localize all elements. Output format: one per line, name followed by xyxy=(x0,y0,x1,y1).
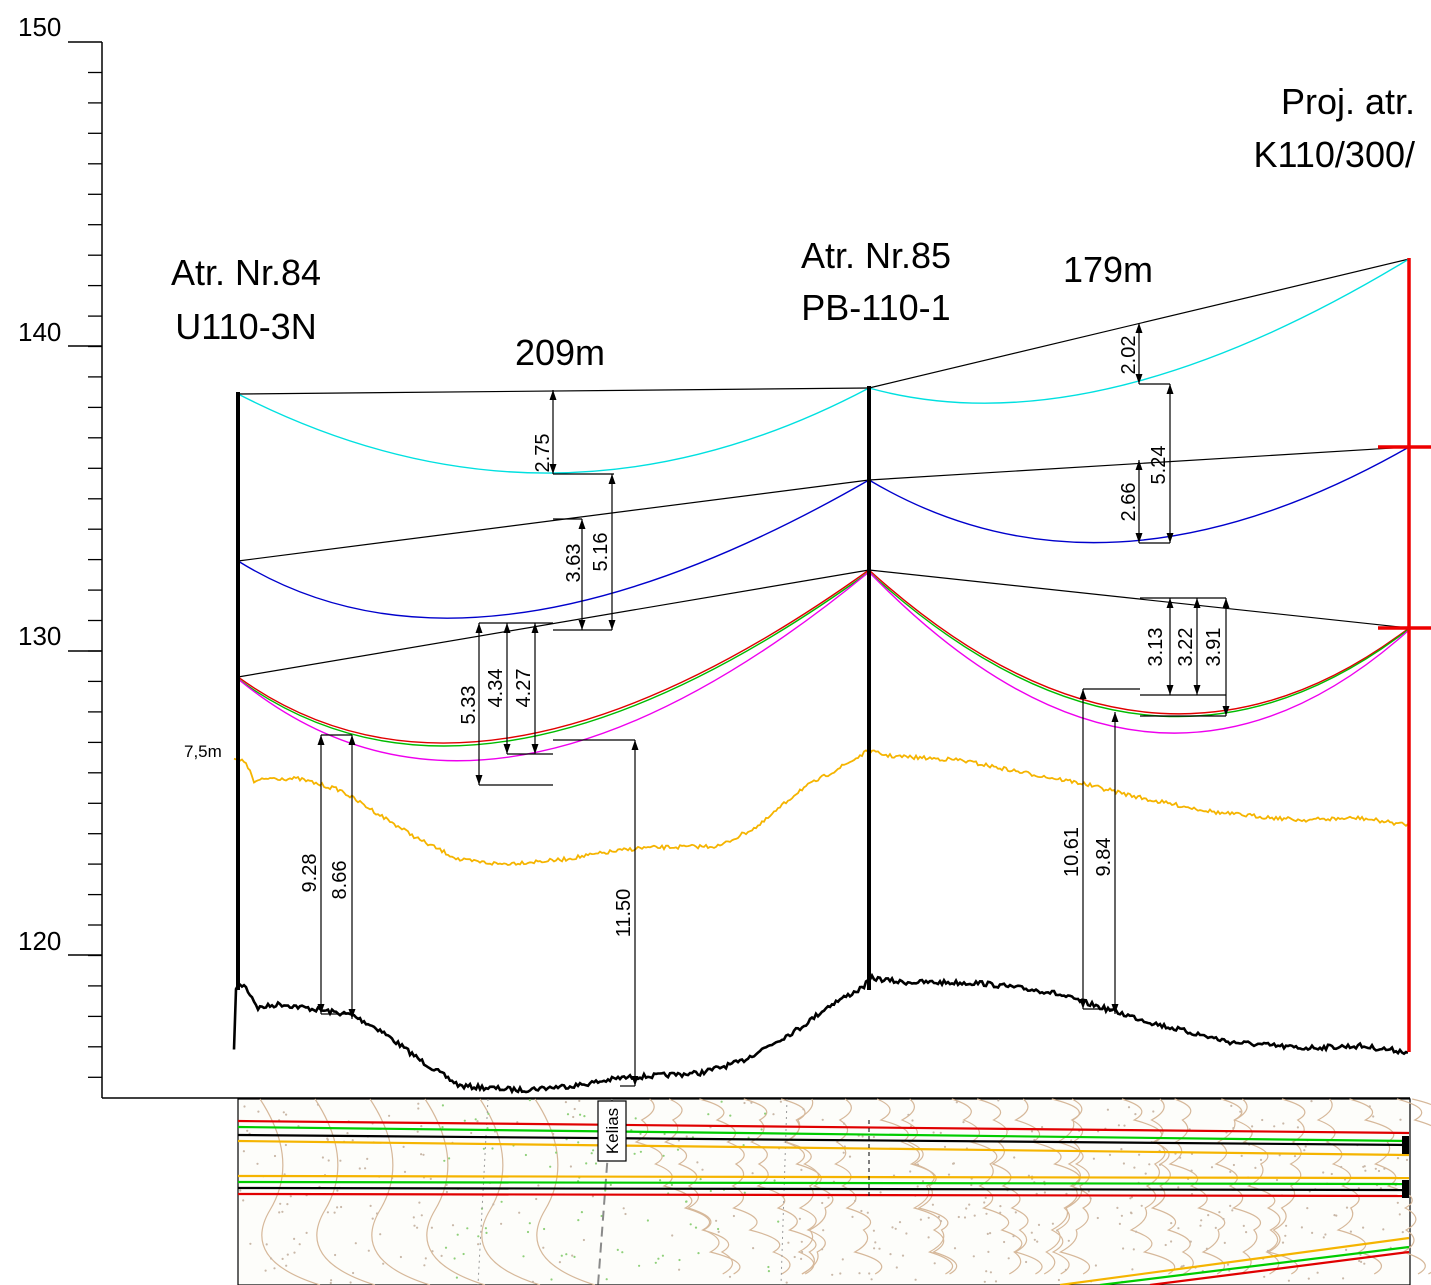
dim-span2-top-to-mid: 5.24 xyxy=(1148,446,1170,485)
span-2-length: 179m xyxy=(1063,249,1153,290)
axis-minor-ticks xyxy=(88,71,102,1078)
tower-85-type: PB-110-1 xyxy=(801,287,950,328)
svg-text:Kelias: Kelias xyxy=(603,1108,622,1154)
tower-84-name: Atr. Nr.84 xyxy=(171,252,321,293)
proj-tower-name: Proj. atr. xyxy=(1281,81,1415,122)
low-red-conductor-span-1 xyxy=(237,569,870,744)
dim-span2-mid-sag: 2.66 xyxy=(1118,483,1140,522)
dim-span1-mid-sag: 3.63 xyxy=(563,544,585,583)
axis-label-150: 150 xyxy=(18,12,61,42)
clearance-height-label: 7,5m xyxy=(184,742,222,761)
dim-span1-low-sag-a: 5.33 xyxy=(458,686,480,725)
dim-span1-top-sag: 2.75 xyxy=(532,434,554,473)
dimension-lines xyxy=(317,323,1230,1087)
proj-tower-pole xyxy=(1378,258,1431,1052)
low-magenta-conductor-span-2 xyxy=(868,571,1410,734)
low-green-conductor-span-2 xyxy=(868,571,1410,718)
top-conductor-span-2 xyxy=(868,258,1410,404)
dim-span2-top-sag: 2.02 xyxy=(1118,336,1140,375)
map-new-line xyxy=(1059,1236,1410,1285)
dim-span1-low-sag-b: 4.34 xyxy=(485,669,507,708)
dim-span2-low-sag-b: 3.22 xyxy=(1175,628,1197,667)
conductors xyxy=(237,258,1410,762)
map-line-corridor-north xyxy=(237,1119,1410,1157)
dim-span1-clear-b: 8.66 xyxy=(329,861,351,900)
mid-conductor-span-1 xyxy=(237,479,870,619)
tower-85-name: Atr. Nr.85 xyxy=(801,235,951,276)
vegetation-line xyxy=(233,749,1409,866)
dim-span2-low-sag-a: 3.13 xyxy=(1145,628,1167,667)
map-strip: Kelias xyxy=(237,1098,1431,1285)
mid-conductor-span-2 xyxy=(868,446,1410,544)
tower-84-type: U110-3N xyxy=(175,306,316,347)
proj-tower-type: K110/300/ xyxy=(1254,134,1415,175)
low-red-conductor-span-2 xyxy=(868,569,1410,715)
axis-label-120: 120 xyxy=(18,926,61,956)
dim-span1-top-to-mid: 5.16 xyxy=(590,533,612,572)
axis-label-130: 130 xyxy=(18,621,61,651)
dim-span1-clear-c: 11.50 xyxy=(613,889,635,938)
dim-span2-low-sag-c: 3.91 xyxy=(1203,628,1225,667)
dim-span2-clear-a: 10.61 xyxy=(1061,827,1083,877)
low-green-conductor-span-1 xyxy=(237,571,870,747)
map-road-label: Kelias xyxy=(597,1100,627,1162)
ground-line xyxy=(232,972,1409,1095)
axis-label-140: 140 xyxy=(18,317,61,347)
low-magenta-conductor-span-1 xyxy=(237,571,870,762)
map-line-corridor-south xyxy=(237,1174,1410,1198)
chord-lines xyxy=(237,258,1410,678)
span-1-length: 209m xyxy=(515,332,605,373)
dim-span1-low-sag-c: 4.27 xyxy=(513,669,535,708)
dim-span1-clear-a: 9.28 xyxy=(299,854,321,893)
dim-span2-clear-b: 9.84 xyxy=(1093,838,1115,877)
map-contour-lines xyxy=(259,1098,1431,1285)
elevation-axis: 150 140 130 120 xyxy=(18,12,1410,1099)
